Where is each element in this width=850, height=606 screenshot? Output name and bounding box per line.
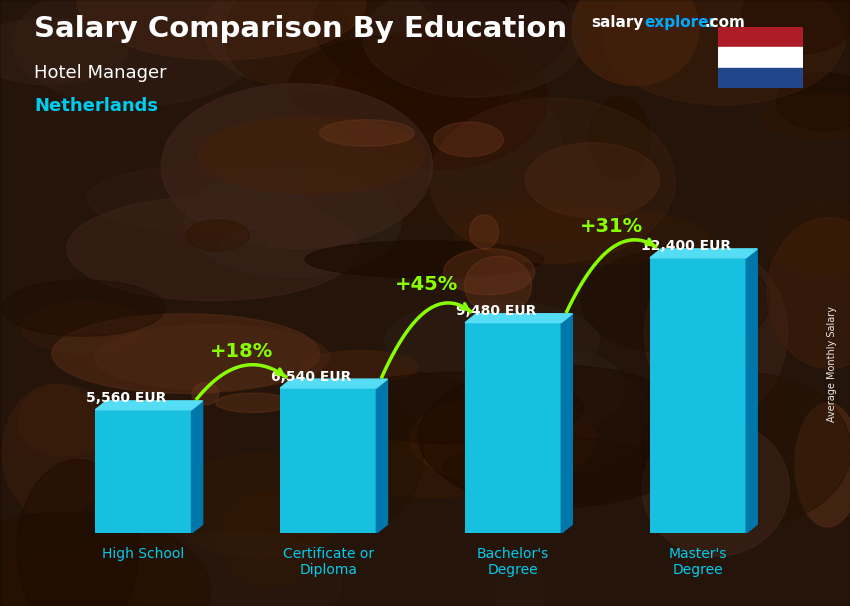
Ellipse shape: [289, 36, 505, 134]
Bar: [465, 322, 561, 533]
Ellipse shape: [21, 302, 149, 354]
Ellipse shape: [410, 395, 595, 484]
Ellipse shape: [644, 248, 788, 419]
Text: 6,540 EUR: 6,540 EUR: [271, 370, 351, 384]
Ellipse shape: [88, 165, 324, 232]
Ellipse shape: [2, 280, 165, 336]
Polygon shape: [746, 249, 757, 533]
Ellipse shape: [393, 84, 561, 193]
Bar: [718, 47, 803, 68]
Ellipse shape: [689, 290, 756, 377]
Polygon shape: [95, 401, 202, 410]
Ellipse shape: [767, 218, 850, 368]
Text: Hotel Manager: Hotel Manager: [34, 64, 167, 82]
Ellipse shape: [444, 248, 535, 295]
Ellipse shape: [192, 382, 218, 405]
Ellipse shape: [0, 512, 211, 606]
Ellipse shape: [198, 116, 425, 193]
Ellipse shape: [430, 98, 675, 263]
Ellipse shape: [764, 201, 850, 276]
Ellipse shape: [67, 196, 359, 301]
Ellipse shape: [143, 530, 341, 606]
Ellipse shape: [224, 0, 349, 89]
Ellipse shape: [301, 144, 563, 224]
Ellipse shape: [52, 314, 320, 393]
Ellipse shape: [330, 372, 583, 444]
Ellipse shape: [216, 393, 291, 413]
Text: Salary Comparison By Education: Salary Comparison By Education: [34, 15, 567, 43]
Ellipse shape: [162, 84, 433, 248]
Ellipse shape: [332, 27, 547, 169]
Ellipse shape: [77, 0, 366, 60]
Text: +31%: +31%: [580, 217, 643, 236]
Ellipse shape: [320, 120, 414, 146]
Ellipse shape: [17, 459, 139, 606]
Ellipse shape: [602, 0, 845, 105]
Ellipse shape: [13, 0, 261, 105]
Ellipse shape: [640, 373, 850, 527]
Ellipse shape: [220, 492, 320, 587]
Text: 5,560 EUR: 5,560 EUR: [86, 391, 167, 405]
Ellipse shape: [469, 215, 499, 249]
Ellipse shape: [476, 361, 651, 474]
Text: +18%: +18%: [210, 342, 273, 361]
Ellipse shape: [442, 437, 666, 503]
Text: salary: salary: [591, 15, 643, 30]
Ellipse shape: [305, 241, 543, 278]
Ellipse shape: [19, 385, 110, 456]
Bar: [95, 410, 191, 533]
Ellipse shape: [218, 230, 269, 266]
Ellipse shape: [385, 301, 599, 381]
Bar: [718, 27, 803, 47]
Ellipse shape: [301, 350, 418, 383]
Ellipse shape: [0, 548, 194, 606]
Ellipse shape: [589, 96, 650, 181]
Ellipse shape: [170, 454, 348, 558]
Ellipse shape: [525, 143, 660, 218]
Ellipse shape: [448, 200, 627, 244]
Ellipse shape: [795, 403, 850, 527]
Ellipse shape: [761, 93, 850, 139]
Polygon shape: [280, 379, 388, 388]
Ellipse shape: [434, 122, 503, 156]
Text: .com: .com: [705, 15, 745, 30]
Polygon shape: [561, 314, 572, 533]
Ellipse shape: [453, 208, 708, 265]
Ellipse shape: [185, 166, 401, 277]
Ellipse shape: [204, 0, 433, 90]
Ellipse shape: [642, 420, 790, 556]
Ellipse shape: [776, 73, 850, 130]
Ellipse shape: [94, 325, 330, 390]
Bar: [718, 68, 803, 88]
Polygon shape: [377, 379, 388, 533]
Ellipse shape: [418, 365, 704, 507]
Ellipse shape: [517, 351, 624, 426]
Ellipse shape: [464, 256, 532, 315]
Polygon shape: [650, 249, 757, 258]
Ellipse shape: [314, 0, 572, 95]
Polygon shape: [465, 314, 572, 322]
Ellipse shape: [581, 249, 770, 354]
Ellipse shape: [363, 0, 583, 97]
Ellipse shape: [186, 220, 249, 251]
Ellipse shape: [572, 0, 699, 85]
Ellipse shape: [290, 384, 423, 528]
Ellipse shape: [493, 376, 543, 430]
Bar: [650, 258, 746, 533]
Bar: [280, 388, 377, 533]
Text: explorer: explorer: [644, 15, 717, 30]
Ellipse shape: [496, 547, 544, 606]
Text: +45%: +45%: [394, 275, 458, 294]
Ellipse shape: [742, 0, 850, 55]
Ellipse shape: [0, 18, 128, 85]
Polygon shape: [191, 401, 202, 533]
Text: Average Monthly Salary: Average Monthly Salary: [827, 305, 837, 422]
Text: 9,480 EUR: 9,480 EUR: [456, 304, 536, 318]
Text: Netherlands: Netherlands: [34, 97, 158, 115]
Text: 12,400 EUR: 12,400 EUR: [641, 239, 731, 253]
Ellipse shape: [3, 384, 108, 520]
Ellipse shape: [332, 441, 539, 497]
